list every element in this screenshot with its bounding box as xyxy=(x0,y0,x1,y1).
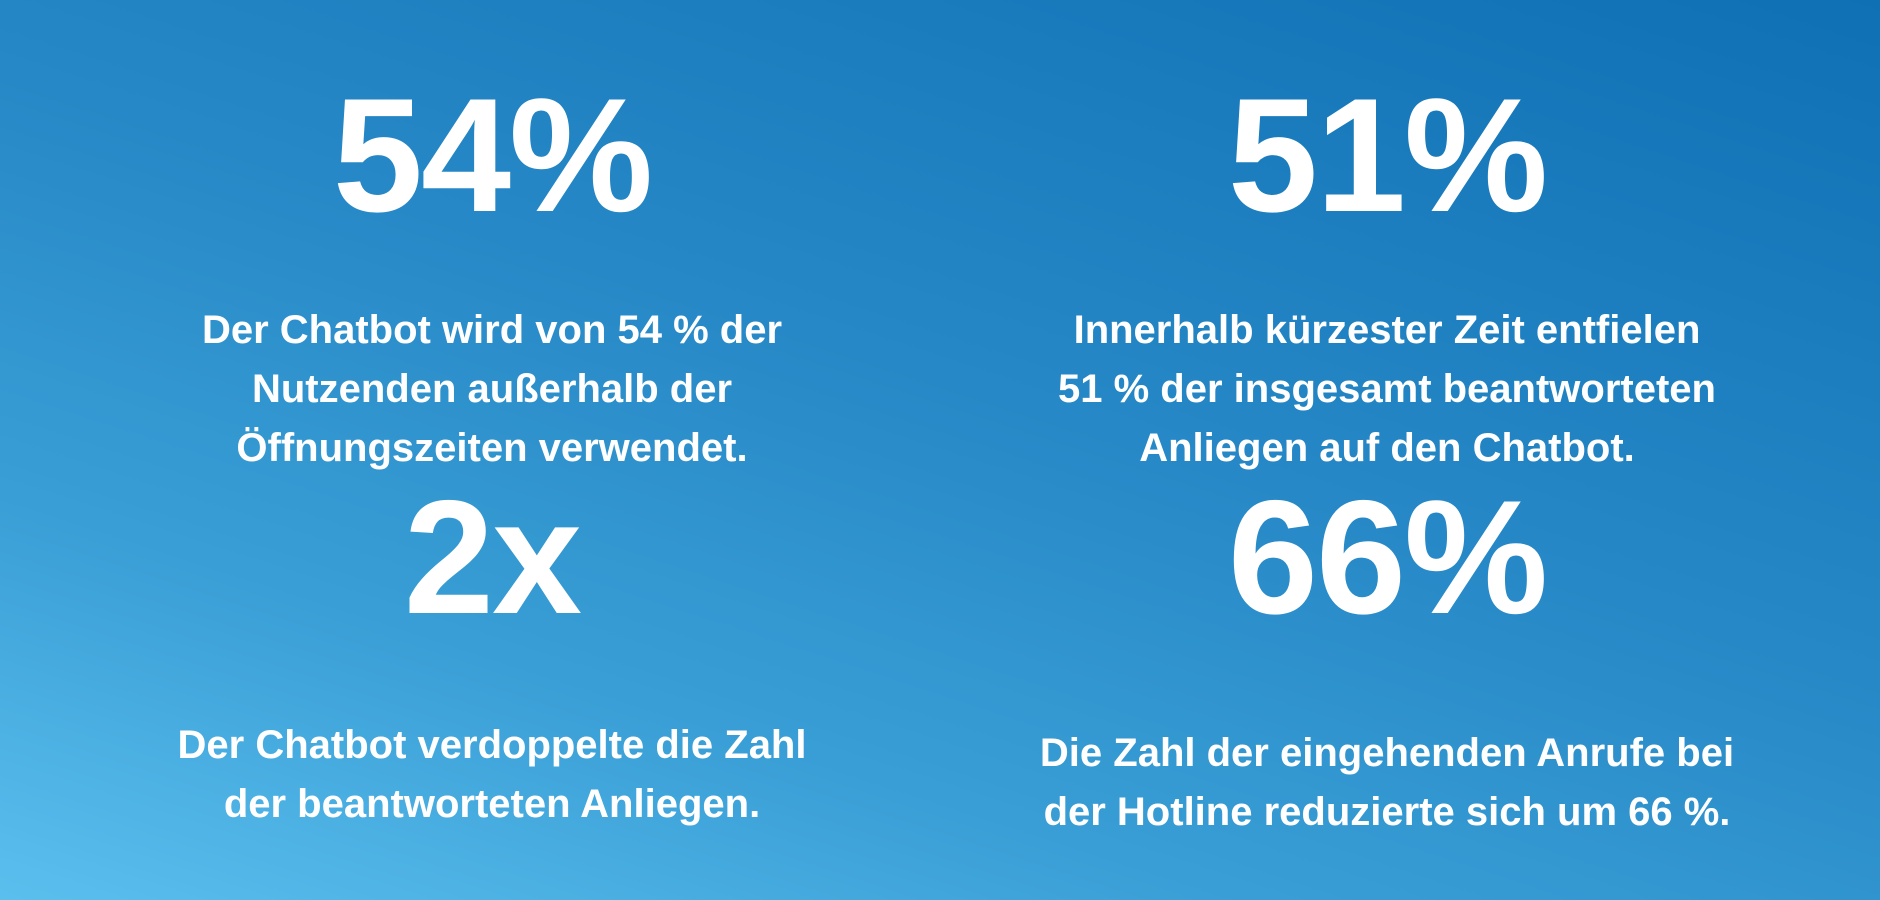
stat-value: 54% xyxy=(332,65,653,246)
stat-value: 51% xyxy=(1227,65,1548,246)
stat-description: Die Zahl der eingehenden Anrufe bei der … xyxy=(1039,731,1735,834)
stat-value: 66% xyxy=(1227,467,1548,648)
stat-block-after-hours-usage: 54% Der Chatbot wird von 54 % der Nutzen… xyxy=(112,75,872,478)
stat-block-hotline-reduction: 66% Die Zahl der eingehenden Anrufe bei … xyxy=(1007,477,1767,842)
stat-value: 2x xyxy=(403,467,582,648)
stat-block-doubled-requests: 2x Der Chatbot verdoppelte die Zahl der … xyxy=(112,477,872,834)
stat-block-chatbot-share: 51% Innerhalb kürzester Zeit entfielen 5… xyxy=(1007,75,1767,478)
stat-description: Der Chatbot wird von 54 % der Nutzenden … xyxy=(201,308,783,470)
stat-description: Der Chatbot verdoppelte die Zahl der bea… xyxy=(177,723,807,826)
stat-description: Innerhalb kürzester Zeit entfielen 51 % … xyxy=(1058,308,1716,470)
